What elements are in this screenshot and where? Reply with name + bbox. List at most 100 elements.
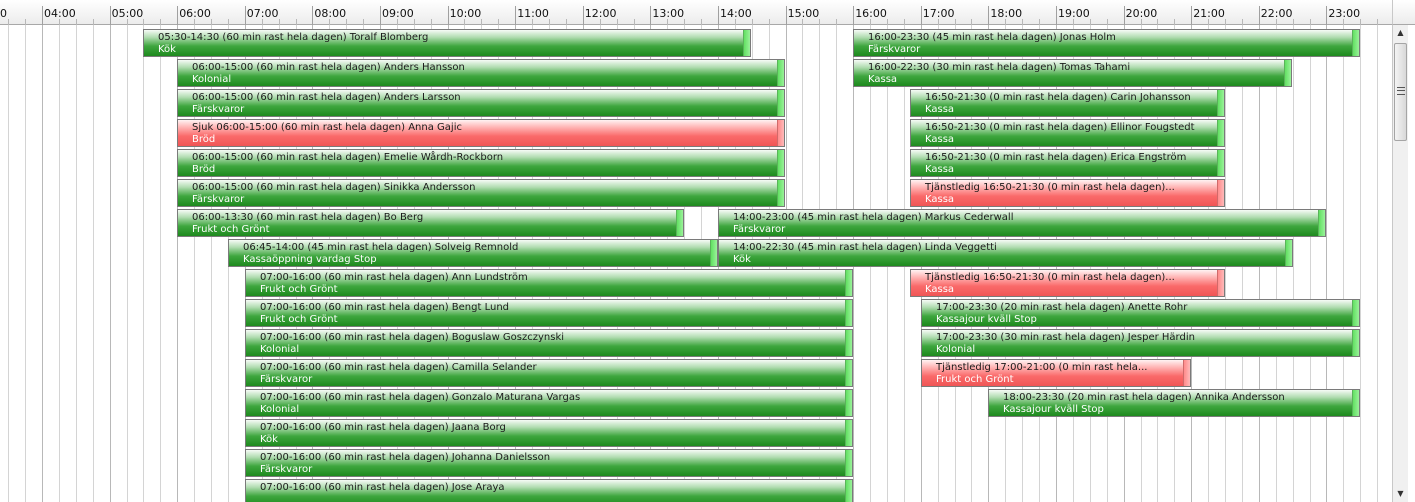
shift-block[interactable]: Tjänstledig 16:50-21:30 (0 min rast hela… [910,179,1225,207]
shift-block[interactable]: 07:00-16:00 (60 min rast hela dagen) Gon… [245,389,853,417]
minor-tick [127,19,128,25]
shift-department: Kassa [925,194,955,205]
minor-tick [1310,19,1311,25]
shift-block[interactable]: 07:00-16:00 (60 min rast hela dagen) Ann… [245,269,853,297]
shift-title: 16:00-22:30 (30 min rast hela dagen) Tom… [868,62,1131,73]
shift-title: 06:00-15:00 (60 min rast hela dagen) And… [192,62,465,73]
minor-tick [752,19,753,25]
hour-label: 15:00 [787,7,820,20]
shift-block[interactable]: 16:00-23:30 (45 min rast hela dagen) Jon… [853,29,1360,57]
shift-title: Tjänstledig 17:00-21:00 (0 min rast hela… [936,362,1148,373]
minor-tick [1073,19,1074,25]
shift-block[interactable]: 07:00-16:00 (60 min rast hela dagen) Bog… [245,329,853,357]
minor-tick [498,19,499,25]
minor-tick [684,19,685,25]
shift-department: Kök [158,44,176,55]
shift-department: Frukt och Grönt [260,284,338,295]
hour-tick [109,6,111,25]
minor-tick [735,19,736,25]
minor-tick [971,19,972,25]
shift-block[interactable]: 06:00-15:00 (60 min rast hela dagen) And… [177,59,785,87]
minor-tick [1157,19,1158,25]
shift-title: 06:00-15:00 (60 min rast hela dagen) Eme… [192,152,504,163]
hour-label: 23:00 [1328,7,1361,20]
minor-tick [836,19,837,25]
hour-label: 06:00 [179,7,211,20]
shift-title: Tjänstledig 16:50-21:30 (0 min rast hela… [925,182,1175,193]
shift-block[interactable]: 07:00-16:00 (60 min rast hela dagen) Ben… [245,299,853,327]
shift-title: 06:00-15:00 (60 min rast hela dagen) And… [192,92,461,103]
hour-tick [718,6,719,25]
shift-title: 07:00-16:00 (60 min rast hela dagen) Bog… [260,332,565,343]
minor-tick [1208,19,1209,25]
hour-tick [515,6,517,25]
minor-tick [59,19,60,25]
arrow-down-icon[interactable]: ▼ [1397,489,1404,498]
hour-tick [853,6,855,25]
shift-title: 06:45-14:00 (45 min rast hela dagen) Sol… [243,242,519,253]
grip-icon [1397,87,1405,95]
minor-tick [634,19,635,25]
shift-block[interactable]: 18:00-23:30 (20 min rast hela dagen) Ann… [988,389,1360,417]
shift-department: Färskvaror [260,464,313,475]
shift-block[interactable]: 07:00-16:00 (60 min rast hela dagen) Jos… [245,479,853,502]
shift-block[interactable]: 14:00-23:00 (45 min rast hela dagen) Mar… [718,209,1326,237]
shift-block[interactable]: 14:00-22:30 (45 min rast hela dagen) Lin… [718,239,1293,267]
minor-tick [1141,19,1142,25]
minor-tick [414,19,415,25]
shift-title: 07:00-16:00 (60 min rast hela dagen) Joh… [260,452,551,463]
scrollbar-thumb[interactable] [1394,43,1407,141]
shift-block[interactable]: 16:50-21:30 (0 min rast hela dagen) Elli… [910,119,1225,147]
shift-block[interactable]: 06:45-14:00 (45 min rast hela dagen) Sol… [228,239,718,267]
vertical-scrollbar[interactable]: ▲ ▼ [1392,25,1408,502]
hour-tick [582,6,584,25]
shift-block[interactable]: 06:00-15:00 (60 min rast hela dagen) Eme… [177,149,785,177]
minor-tick [600,19,601,25]
shift-title: 06:00-15:00 (60 min rast hela dagen) Sin… [192,182,476,193]
hour-tick [920,6,922,25]
hour-label: 20:00 [1125,7,1158,20]
hour-label: 10:00 [449,7,482,20]
hour-tick [244,6,246,25]
grid-line [1360,25,1361,502]
shift-title: 07:00-16:00 (60 min rast hela dagen) Gon… [260,392,581,403]
arrow-up-icon[interactable]: ▲ [1397,28,1404,37]
shift-block[interactable]: 06:00-13:30 (60 min rast hela dagen) Bo … [177,209,684,237]
shift-title: 14:00-22:30 (45 min rast hela dagen) Lin… [733,242,997,253]
minor-tick [76,19,77,25]
minor-tick [870,19,871,25]
hour-label: 04:00 [44,7,76,20]
shift-block[interactable]: 17:00-23:30 (30 min rast hela dagen) Jes… [921,329,1360,357]
minor-tick [464,19,465,25]
hour-label: 09:00 [382,7,414,20]
shift-block[interactable]: 07:00-16:00 (60 min rast hela dagen) Joh… [245,449,853,477]
shift-department: Kassajour kväll Stop [936,314,1037,325]
minor-tick [346,19,347,25]
shift-block[interactable]: 16:00-22:30 (30 min rast hela dagen) Tom… [853,59,1292,87]
shift-block[interactable]: 16:50-21:30 (0 min rast hela dagen) Cari… [910,89,1225,117]
hour-label: 11:00 [517,7,549,20]
shift-block[interactable]: 07:00-16:00 (60 min rast hela dagen) Cam… [245,359,853,387]
minor-tick [431,19,432,25]
header-corner [1392,0,1415,25]
hour-label: 17:00 [922,7,955,20]
shift-area: 05:30-14:30 (60 min rast hela dagen) Tor… [0,25,1392,502]
shift-block[interactable]: Sjuk 06:00-15:00 (60 min rast hela dagen… [177,119,785,147]
shift-block[interactable]: 16:50-21:30 (0 min rast hela dagen) Eric… [910,149,1225,177]
hour-tick [1123,6,1125,25]
shift-block[interactable]: Tjänstledig 17:00-21:00 (0 min rast hela… [921,359,1191,387]
shift-block[interactable]: Tjänstledig 16:50-21:30 (0 min rast hela… [910,269,1225,297]
shift-block[interactable]: 06:00-15:00 (60 min rast hela dagen) And… [177,89,785,117]
minor-tick [1242,19,1243,25]
hour-label: 08:00 [314,7,347,20]
shift-block[interactable]: 17:00-23:30 (20 min rast hela dagen) Ane… [921,299,1360,327]
shift-block[interactable]: 07:00-16:00 (60 min rast hela dagen) Jaa… [245,419,853,447]
minor-tick [1090,19,1091,25]
shift-title: 07:00-16:00 (60 min rast hela dagen) Ann… [260,272,528,283]
minor-tick [25,19,26,25]
shift-block[interactable]: 06:00-15:00 (60 min rast hela dagen) Sin… [177,179,785,207]
shift-block[interactable]: 05:30-14:30 (60 min rast hela dagen) Tor… [143,29,751,57]
hour-label: 22:00 [1260,7,1293,20]
hour-label: 16:00 [855,7,887,20]
